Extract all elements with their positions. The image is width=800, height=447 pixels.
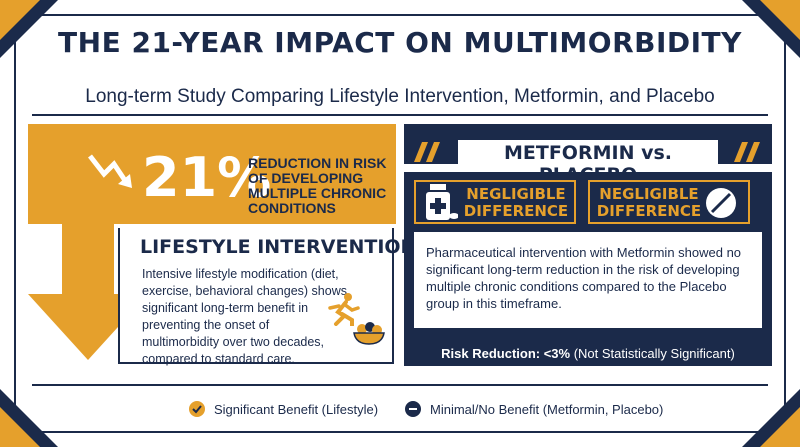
legend-divider (32, 384, 768, 386)
risk-reduction-note: (Not Statistically Significant) (573, 346, 735, 361)
fruit-bowl-icon (353, 322, 385, 345)
running-person-icon (328, 293, 360, 326)
lifestyle-description: Intensive lifestyle modification (diet, … (142, 267, 347, 366)
lifestyle-title: LIFESTYLE INTERVENTION (140, 236, 417, 258)
reduction-label: REDUCTION IN RISK OF DEVELOPING MULTIPLE… (248, 155, 387, 216)
metformin-description-box (414, 232, 762, 328)
title-band (84, 20, 716, 66)
page-subtitle: Long-term Study Comparing Lifestyle Inte… (85, 86, 715, 107)
risk-reduction-bar (404, 342, 772, 366)
bottom-left-corner-decoration (0, 389, 58, 447)
placebo-badge-box (588, 180, 750, 224)
banner-stripe-right (734, 142, 760, 162)
minus-circle-icon (405, 401, 421, 417)
medicine-bottle-icon (426, 184, 458, 220)
subtitle-divider (32, 114, 768, 116)
check-circle-icon (189, 401, 205, 417)
top-right-corner-decoration (742, 0, 800, 58)
metformin-badge-text: NEGLIGIBLE DIFFERENCE (463, 185, 569, 220)
page-title: THE 21-YEAR IMPACT ON MULTIMORBIDITY (58, 26, 742, 59)
top-left-corner-decoration (0, 0, 58, 58)
risk-reduction-text: Risk Reduction: <3% (Not Statistically S… (404, 346, 772, 361)
banner-stripe-left (414, 142, 440, 162)
legend-no-benefit: Minimal/No Benefit (Metformin, Placebo) (404, 400, 663, 418)
legend-benefit: Significant Benefit (Lifestyle) (188, 400, 378, 418)
infographic-frame (14, 14, 786, 433)
pill-icon (706, 188, 736, 218)
lifestyle-highlight-box (28, 124, 396, 224)
legend-benefit-label: Significant Benefit (Lifestyle) (214, 401, 379, 417)
bottom-right-corner-decoration (742, 389, 800, 447)
trend-down-icon (88, 154, 132, 188)
placebo-badge-text: NEGLIGIBLE DIFFERENCE (596, 185, 702, 220)
legend-no-benefit-label: Minimal/No Benefit (Metformin, Placebo) (430, 401, 664, 417)
metformin-description: Pharmaceutical intervention with Metform… (426, 245, 742, 311)
lifestyle-percentage: 21% (142, 146, 272, 209)
metformin-badge-box (414, 180, 576, 224)
risk-reduction-label: Risk Reduction: <3% (441, 346, 571, 361)
